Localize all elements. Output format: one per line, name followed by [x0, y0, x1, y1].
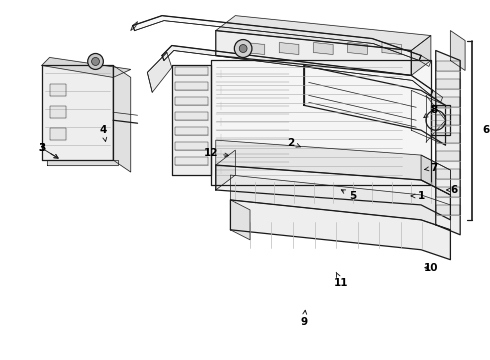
Circle shape: [88, 54, 103, 69]
Polygon shape: [175, 142, 208, 150]
Text: 9: 9: [300, 310, 307, 328]
Polygon shape: [411, 36, 431, 75]
Polygon shape: [245, 42, 265, 54]
Polygon shape: [147, 53, 172, 92]
Polygon shape: [230, 200, 250, 240]
Polygon shape: [419, 55, 431, 67]
Polygon shape: [49, 84, 66, 96]
Polygon shape: [42, 58, 131, 77]
Polygon shape: [436, 97, 460, 107]
Polygon shape: [175, 97, 208, 105]
Polygon shape: [436, 133, 460, 143]
Circle shape: [92, 58, 99, 66]
Polygon shape: [431, 105, 450, 135]
Text: 10: 10: [423, 263, 438, 273]
Polygon shape: [314, 42, 333, 54]
Text: 3: 3: [38, 143, 46, 153]
Polygon shape: [49, 106, 66, 118]
Polygon shape: [382, 42, 401, 54]
Polygon shape: [175, 112, 208, 120]
Polygon shape: [436, 187, 460, 197]
Text: 3: 3: [38, 143, 58, 158]
Text: 6: 6: [483, 125, 490, 135]
Text: 12: 12: [204, 148, 229, 158]
Text: 6: 6: [446, 185, 458, 195]
Polygon shape: [436, 115, 460, 125]
Polygon shape: [348, 42, 368, 54]
Polygon shape: [175, 67, 208, 75]
Polygon shape: [436, 151, 460, 161]
Polygon shape: [436, 62, 460, 71]
Polygon shape: [49, 128, 66, 140]
Polygon shape: [279, 42, 299, 54]
Text: 2: 2: [288, 138, 300, 148]
Text: 4: 4: [99, 125, 107, 141]
Text: 7: 7: [424, 163, 438, 173]
Polygon shape: [216, 150, 235, 190]
Polygon shape: [172, 66, 211, 175]
Polygon shape: [436, 80, 460, 89]
Polygon shape: [42, 66, 113, 160]
Polygon shape: [211, 60, 431, 185]
Polygon shape: [216, 165, 450, 220]
Circle shape: [234, 40, 252, 58]
Polygon shape: [133, 15, 421, 60]
Polygon shape: [131, 22, 138, 31]
Polygon shape: [431, 90, 442, 102]
Text: 8: 8: [424, 105, 438, 118]
Polygon shape: [421, 155, 450, 195]
Text: 5: 5: [342, 190, 356, 201]
Polygon shape: [47, 160, 118, 165]
Text: 11: 11: [334, 272, 348, 288]
Polygon shape: [175, 82, 208, 90]
Polygon shape: [436, 205, 460, 215]
Polygon shape: [216, 15, 431, 50]
Polygon shape: [411, 90, 445, 145]
Circle shape: [239, 45, 247, 53]
Polygon shape: [113, 66, 131, 172]
Polygon shape: [304, 66, 445, 145]
Polygon shape: [175, 127, 208, 135]
Polygon shape: [230, 200, 450, 260]
Polygon shape: [450, 31, 465, 71]
Polygon shape: [436, 169, 460, 179]
Polygon shape: [436, 50, 460, 235]
Polygon shape: [230, 175, 450, 230]
Polygon shape: [216, 31, 411, 75]
Polygon shape: [175, 157, 208, 165]
Polygon shape: [216, 140, 450, 195]
Polygon shape: [162, 45, 433, 95]
Text: 1: 1: [411, 191, 425, 201]
